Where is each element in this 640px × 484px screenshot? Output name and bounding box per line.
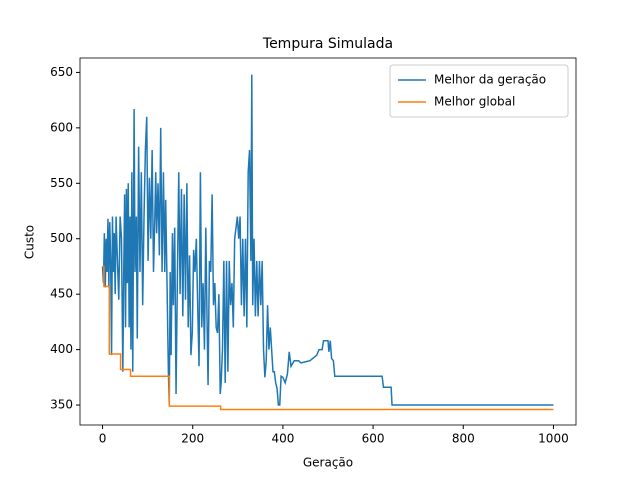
line-series	[101, 74, 554, 406]
y-tick-label: 500	[50, 231, 73, 245]
x-tick-label: 1000	[538, 432, 569, 446]
legend-box	[389, 64, 569, 118]
x-tick-label: 400	[271, 432, 294, 446]
y-tick-label: 600	[50, 120, 73, 134]
y-tick-label: 450	[50, 287, 73, 301]
x-tick-label: 600	[362, 432, 385, 446]
y-axis-label: Custo	[23, 225, 37, 259]
legend-label: Melhor da geração	[434, 73, 546, 87]
x-axis-label: Geração	[303, 456, 353, 470]
y-tick-label: 350	[50, 398, 73, 412]
chart-title: Tempura Simulada	[262, 36, 393, 52]
y-tick-label: 550	[50, 176, 73, 190]
x-tick-label: 200	[181, 432, 204, 446]
legend-label: Melhor global	[434, 95, 515, 109]
x-tick-label: 0	[99, 432, 107, 446]
y-tick-label: 400	[50, 342, 73, 356]
x-tick-label: 800	[452, 432, 475, 446]
line-series	[102, 265, 554, 411]
plot-frame	[79, 57, 577, 426]
y-tick-label: 650	[50, 65, 73, 79]
